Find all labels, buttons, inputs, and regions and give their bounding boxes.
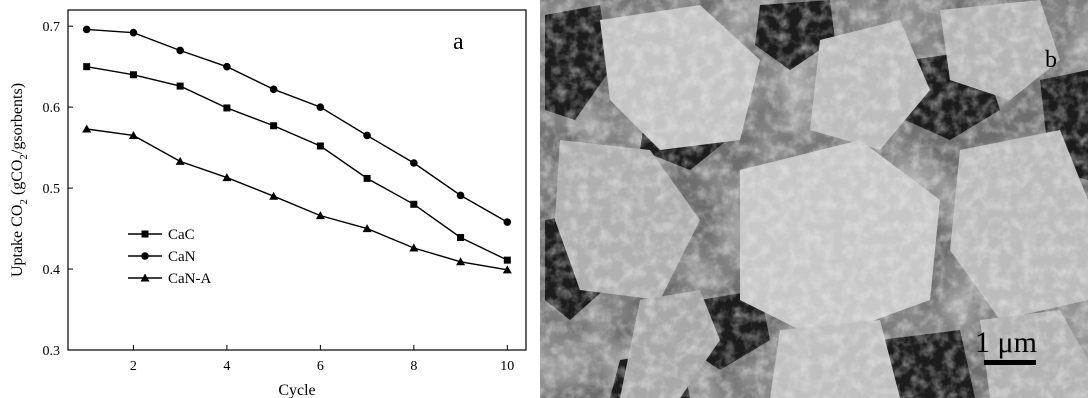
data-point-can xyxy=(503,218,512,226)
y-tick-label: 0.3 xyxy=(43,344,61,359)
data-point-cac xyxy=(503,256,511,264)
data-point-cac xyxy=(457,233,465,241)
y-tick-label: 0.6 xyxy=(43,101,61,116)
legend: CaC CaN CaN-A xyxy=(128,227,211,287)
data-point-cac xyxy=(223,104,231,112)
data-point-can-a xyxy=(362,224,372,233)
series-cac xyxy=(83,63,511,264)
legend-item-cac: CaC xyxy=(128,227,195,243)
legend-marker xyxy=(140,273,150,282)
data-point-can xyxy=(129,28,138,37)
chart-panel-a: 2 4 6 8 10 0.3 0.4 0.5 0.6 0.7 CaC CaN CaN-A a Cycl… xyxy=(9,9,527,398)
x-axis-title: Cycle xyxy=(278,382,315,398)
data-point-can xyxy=(363,131,371,140)
data-point-can xyxy=(82,25,91,34)
data-point-cac xyxy=(410,200,418,208)
data-point-can-a xyxy=(502,265,512,274)
data-point-cac xyxy=(176,82,184,90)
legend-item-can: CaN xyxy=(128,249,196,265)
legend-label: CaN-A xyxy=(168,271,211,287)
x-tick-label: 8 xyxy=(410,359,417,374)
series-line-can-a xyxy=(86,128,508,271)
data-point-can-a xyxy=(456,257,466,266)
data-point-cac xyxy=(83,63,91,71)
data-point-cac xyxy=(363,174,371,182)
x-tick-label: 10 xyxy=(500,359,514,374)
legend-label: CaN xyxy=(168,249,196,265)
data-point-can xyxy=(316,103,325,111)
data-point-can xyxy=(176,46,184,55)
x-tick-label: 6 xyxy=(317,359,324,374)
data-point-cac xyxy=(316,142,324,150)
series-line-can xyxy=(86,28,508,223)
data-point-can-a xyxy=(128,130,138,139)
data-point-can xyxy=(456,191,465,200)
data-point-cac xyxy=(129,71,137,79)
x-tick-label: 2 xyxy=(130,359,137,374)
data-point-can xyxy=(269,85,278,94)
data-point-can-a xyxy=(269,191,279,200)
sem-image-panel: b 1 μm xyxy=(540,0,1088,398)
series-line-cac xyxy=(86,65,508,261)
x-tick-label: 4 xyxy=(223,359,230,374)
scale-bar-label: 1 μm xyxy=(975,326,1037,359)
panel-label-a: a xyxy=(453,29,464,55)
data-point-can-a xyxy=(409,243,419,252)
data-point-can-a xyxy=(315,211,325,220)
y-tick-label: 0.4 xyxy=(43,263,61,278)
data-point-can-a xyxy=(175,156,185,165)
scale-bar xyxy=(984,360,1036,365)
y-tick-label: 0.7 xyxy=(43,20,61,35)
data-point-can xyxy=(223,62,231,71)
plot-frame xyxy=(67,9,527,351)
data-point-can-a xyxy=(222,173,232,182)
axis-ticks: 2 4 6 8 10 0.3 0.4 0.5 0.6 0.7 xyxy=(43,20,515,374)
data-point-cac xyxy=(270,122,278,130)
data-point-can-a xyxy=(82,124,92,133)
y-axis-title: Uptake CO2 (gCO2/gsorbents) xyxy=(9,83,30,277)
series-can-a xyxy=(82,124,512,274)
series-layer xyxy=(82,25,512,274)
series-can xyxy=(82,25,512,226)
legend-marker xyxy=(141,230,149,238)
sem-fine-texture xyxy=(540,0,1088,398)
panel-label-b: b xyxy=(1045,47,1057,73)
legend-marker xyxy=(141,252,149,260)
legend-label: CaC xyxy=(168,227,195,243)
data-point-can xyxy=(410,159,418,167)
y-tick-label: 0.5 xyxy=(43,182,61,197)
legend-item-can-a: CaN-A xyxy=(128,271,211,287)
